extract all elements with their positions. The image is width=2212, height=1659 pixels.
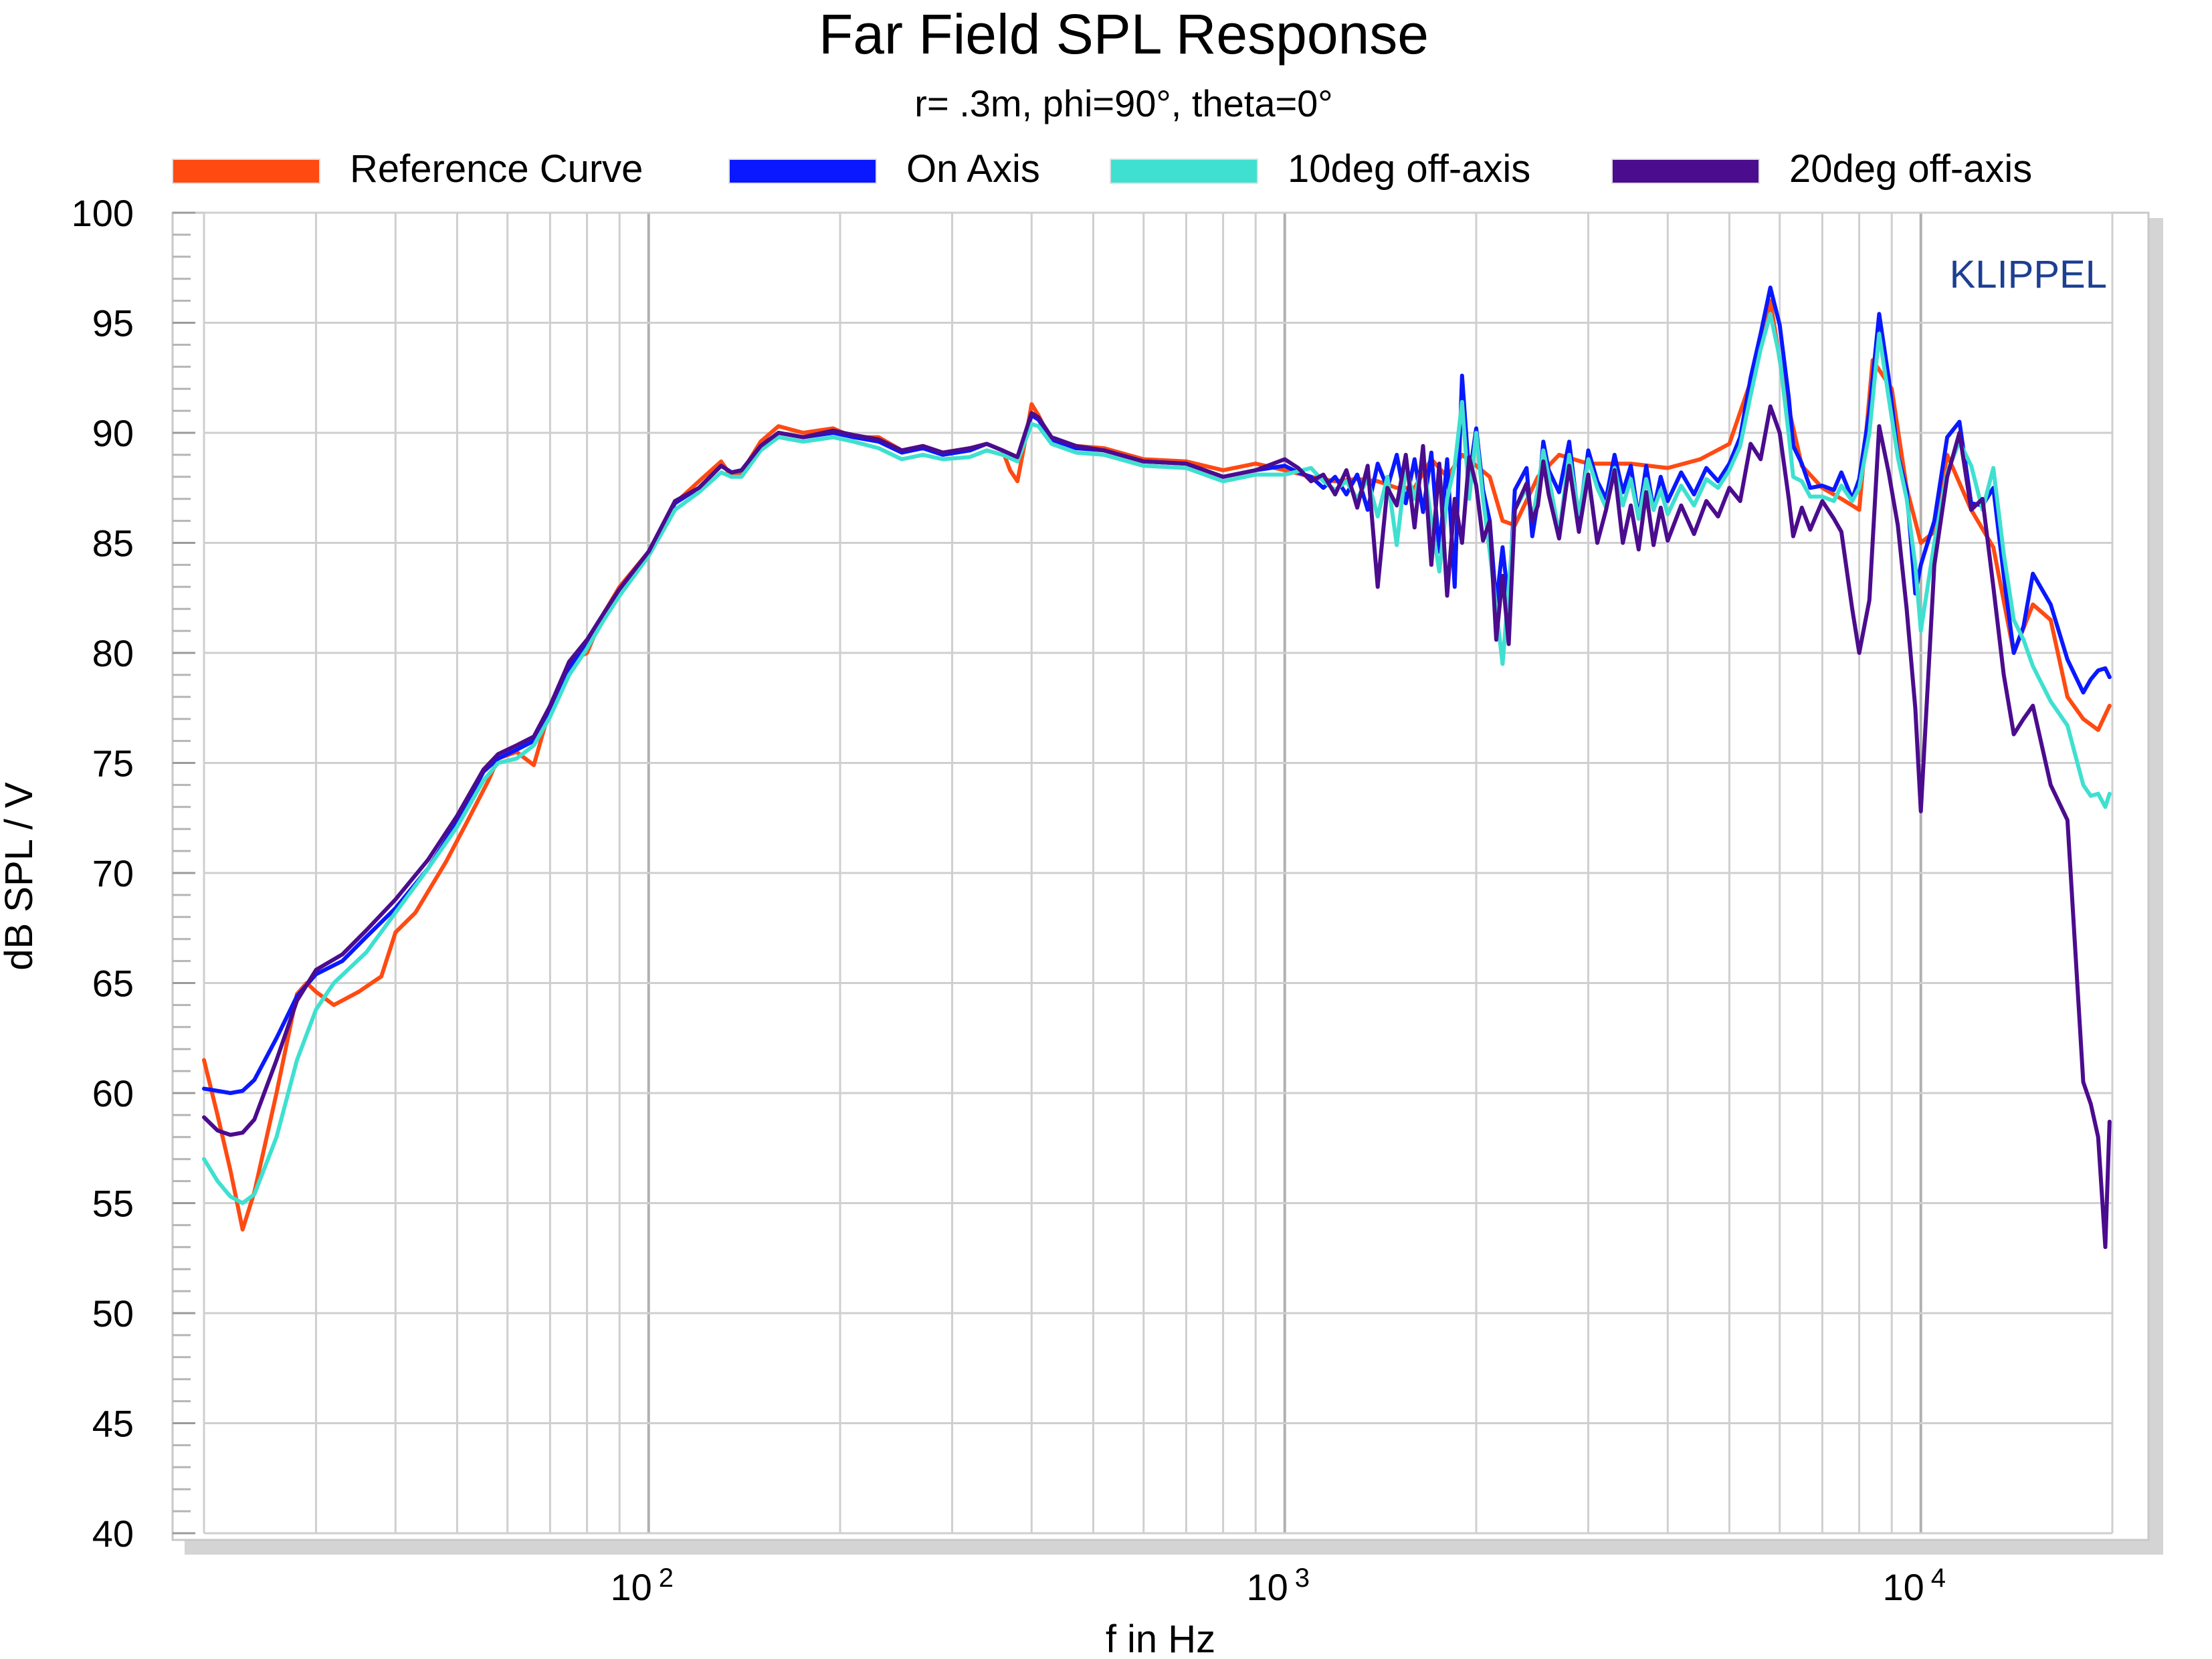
x-tick-exponent: 2 [659,1563,674,1593]
series-lines [202,285,2112,1250]
y-tick-label: 60 [92,1072,134,1114]
chart-title: Far Field SPL Response [819,3,1429,66]
y-tick-label: 85 [92,522,134,565]
y-tick-label: 80 [92,632,134,674]
y-tick-label: 90 [92,412,134,454]
x-axis-label: f in Hz [1106,1618,1215,1659]
y-tick-label: 50 [92,1292,134,1335]
x-tick-base: 10 [1246,1566,1288,1608]
x-tick-exponent: 4 [1931,1563,1946,1593]
x-tick-label: 10 2 [610,1563,674,1608]
y-tick-label: 45 [92,1403,134,1445]
x-tick-base: 10 [1882,1566,1924,1608]
legend-label: 20deg off-axis [1789,147,2032,191]
klippel-watermark: KLIPPEL [1950,253,2107,296]
y-tick-label: 95 [92,302,134,345]
y-axis-label: dB SPL / V [0,782,41,971]
series-line [202,404,2112,1250]
y-tick-label: 65 [92,963,134,1005]
legend: Reference Curve On Axis 10deg off-axis 20de… [172,147,2032,191]
x-tick-base: 10 [610,1566,651,1608]
x-tick-label: 10 4 [1882,1563,1946,1608]
y-tick-label: 55 [92,1183,134,1225]
y-tick-label: 70 [92,852,134,894]
legend-label: 10deg off-axis [1288,147,1530,191]
plot-shadow [185,1540,2160,1555]
y-tick-label: 40 [92,1512,134,1555]
legend-swatch [1611,159,1760,184]
plot-area [171,211,2150,1541]
x-tick-label: 10 3 [1246,1563,1310,1608]
chart-subtitle: r= .3m, phi=90°, theta=0° [914,82,1332,124]
y-axis-ticks: 40 45 50 55 60 65 70 75 80 85 90 95 100 [72,192,195,1555]
plot-shadow-right [2148,218,2163,1555]
legend-label: On Axis [906,147,1040,191]
legend-swatch [1110,159,1258,184]
x-axis-ticks: 10 2 10 3 10 4 [610,1563,1946,1608]
legend-label: Reference Curve [350,147,643,191]
x-tick-exponent: 3 [1295,1563,1310,1593]
legend-swatch [728,159,877,184]
y-tick-label: 100 [72,192,134,234]
legend-swatch [172,159,320,184]
y-tick-label: 75 [92,743,134,785]
